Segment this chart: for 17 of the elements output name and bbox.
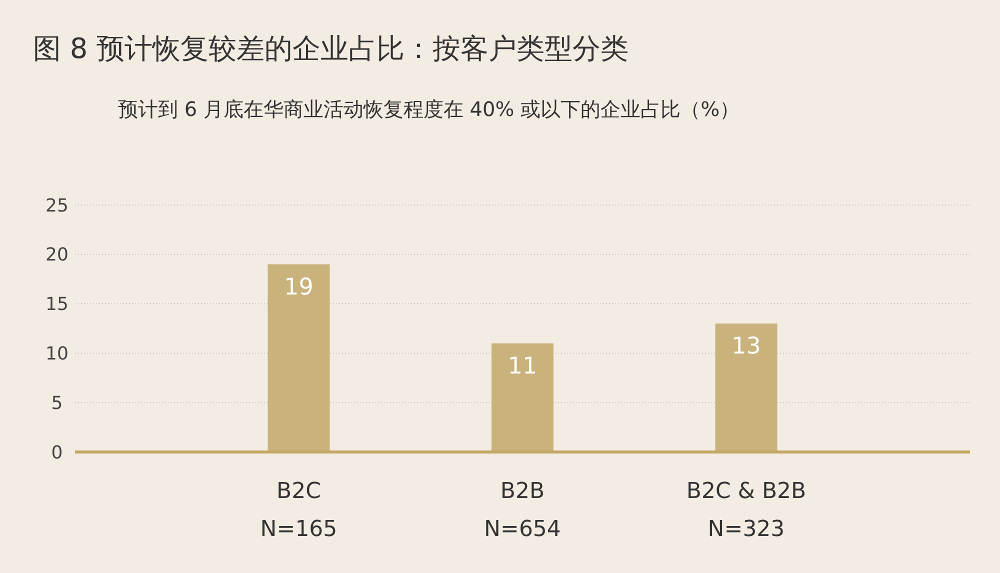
bar xyxy=(715,324,778,452)
y-tick-label: 10 xyxy=(46,344,68,364)
chart-subtitle: 预计到 6 月底在华商业活动恢复程度在 40% 或以下的企业占比（%） xyxy=(118,97,740,121)
x-tick-label: B2C & B2B N=323 xyxy=(686,479,806,542)
bar xyxy=(492,343,554,452)
y-tick-label: 15 xyxy=(46,294,68,316)
bar xyxy=(268,264,330,452)
chart-title: 图 8 预计恢复较差的企业占比：按客户类型分类 xyxy=(33,32,629,65)
y-tick-label: 5 xyxy=(51,392,63,414)
data-label: 13 xyxy=(732,334,761,360)
x-tick-label: B2B N=654 xyxy=(484,479,561,542)
data-label: 11 xyxy=(508,353,538,380)
data-label: 19 xyxy=(284,274,314,300)
y-tick-label: 25 xyxy=(46,195,68,216)
x-tick-label: B2C N=165 xyxy=(260,479,338,542)
y-tick-label: 0 xyxy=(51,442,63,464)
y-tick-label: 20 xyxy=(46,244,68,266)
